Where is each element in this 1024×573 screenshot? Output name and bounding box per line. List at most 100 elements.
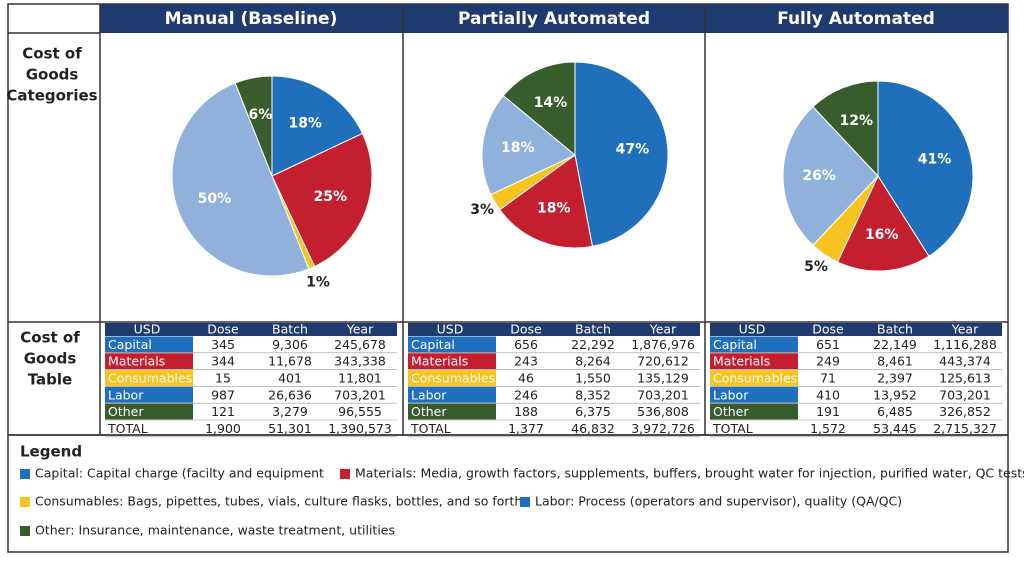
- legend-swatch: [20, 526, 30, 536]
- table-cell: 1,572: [810, 421, 846, 436]
- table-cell: 249: [816, 354, 840, 369]
- table-header-cell: Dose: [207, 322, 239, 337]
- table-cell: Capital: [108, 337, 152, 352]
- legend-text: Materials: Media, growth factors, supple…: [355, 466, 1024, 481]
- pie-slice: [782, 106, 879, 246]
- row-label-cell: [408, 336, 496, 353]
- row-label-cell: [105, 353, 193, 370]
- table-cell: 1,377: [508, 421, 544, 436]
- table-cell: 3,279: [272, 404, 308, 419]
- table-header-cell: USD: [134, 322, 161, 337]
- row-label-cell: [105, 336, 193, 353]
- table-header-cell: Batch: [575, 322, 611, 337]
- pie-slice: [812, 80, 879, 178]
- table-cell: 1,550: [575, 371, 611, 386]
- table-cell: 703,201: [334, 387, 386, 402]
- chart-title: Fully Automated: [777, 9, 935, 29]
- row-label-cell: [710, 353, 798, 370]
- table-cell: 188: [514, 404, 538, 419]
- table-cell: 343,338: [334, 354, 386, 369]
- table-header-cell: Year: [951, 322, 979, 337]
- table-cell: 1,900: [205, 421, 241, 436]
- table-cell: 326,852: [939, 404, 991, 419]
- table-cell: 135,129: [637, 371, 689, 386]
- table-header: [710, 323, 1002, 336]
- pie-label: 14%: [534, 95, 568, 111]
- table-cell: 3,972,726: [631, 421, 695, 436]
- table-cell: 121: [211, 404, 235, 419]
- table-header-cell: Dose: [812, 322, 844, 337]
- row-label-cell: [408, 403, 496, 420]
- table-cell: Consumables: [108, 371, 192, 386]
- pie-label: 18%: [501, 140, 535, 156]
- row-label-cell: [710, 386, 798, 403]
- pie-slice: [574, 61, 669, 247]
- row-label: Cost of: [22, 45, 82, 63]
- pie-slice: [836, 174, 930, 272]
- table-cell: 2,715,327: [933, 421, 997, 436]
- table-cell: 13,952: [873, 387, 917, 402]
- legend-text: Other: Insurance, maintenance, waste tre…: [35, 523, 395, 538]
- table-cell: Materials: [411, 354, 468, 369]
- table-cell: 6,485: [877, 404, 913, 419]
- table-cell: 53,445: [873, 421, 917, 436]
- table-cell: 410: [816, 387, 840, 402]
- table-cell: 703,201: [637, 387, 689, 402]
- pie-label: 1%: [306, 274, 330, 290]
- legend-title: Legend: [20, 443, 82, 461]
- pie-slice: [499, 154, 594, 249]
- table-cell: 443,374: [939, 354, 991, 369]
- table-cell: 344: [211, 354, 235, 369]
- table-cell: 656: [514, 337, 538, 352]
- table-header-cell: Year: [649, 322, 677, 337]
- table-header-cell: Year: [346, 322, 374, 337]
- table-cell: 246: [514, 387, 538, 402]
- table-cell: 46,832: [571, 421, 615, 436]
- table-cell: 8,352: [575, 387, 611, 402]
- chart-title: Partially Automated: [458, 9, 650, 29]
- legend-swatch: [340, 469, 350, 479]
- pie-label: 16%: [865, 227, 899, 243]
- table-cell: 245,678: [334, 337, 386, 352]
- table-cell: 345: [211, 337, 235, 352]
- table-header-cell: Dose: [510, 322, 542, 337]
- table-cell: Consumables: [411, 371, 495, 386]
- table-header-cell: Batch: [272, 322, 308, 337]
- table-cell: 703,201: [939, 387, 991, 402]
- table-cell: 46: [518, 371, 534, 386]
- pie-label: 12%: [840, 113, 874, 129]
- legend-swatch: [20, 497, 30, 507]
- pie-slice: [271, 132, 373, 268]
- table-cell: TOTAL: [712, 421, 753, 436]
- table-cell: 1,876,976: [631, 337, 695, 352]
- row-label-cell: [710, 370, 798, 386]
- pie-label: 50%: [198, 191, 232, 207]
- table-cell: Consumables: [713, 371, 797, 386]
- table-cell: TOTAL: [410, 421, 451, 436]
- row-label: Categories: [6, 87, 97, 105]
- pie-label: 41%: [918, 152, 952, 168]
- row-label-cell: [408, 353, 496, 370]
- header-band: [100, 4, 1008, 33]
- pie-label: 6%: [248, 107, 272, 123]
- chart-title: Manual (Baseline): [165, 9, 338, 29]
- table-cell: 11,678: [268, 354, 312, 369]
- pie-label: 26%: [802, 168, 836, 184]
- row-label: Table: [28, 371, 72, 389]
- table-cell: Materials: [108, 354, 165, 369]
- pie-label: 5%: [804, 259, 828, 275]
- table-cell: TOTAL: [107, 421, 148, 436]
- table-cell: 2,397: [877, 371, 913, 386]
- table-cell: 96,555: [338, 404, 382, 419]
- pie-slice: [877, 80, 974, 257]
- table-cell: 51,301: [268, 421, 312, 436]
- table-cell: 15: [215, 371, 231, 386]
- table-cell: 987: [211, 387, 235, 402]
- table-cell: Capital: [411, 337, 455, 352]
- table-header-cell: USD: [739, 322, 766, 337]
- legend-swatch: [520, 497, 530, 507]
- legend-frame: [7, 434, 1009, 553]
- pie-label: 47%: [616, 142, 650, 158]
- row-label-cell: [105, 403, 193, 420]
